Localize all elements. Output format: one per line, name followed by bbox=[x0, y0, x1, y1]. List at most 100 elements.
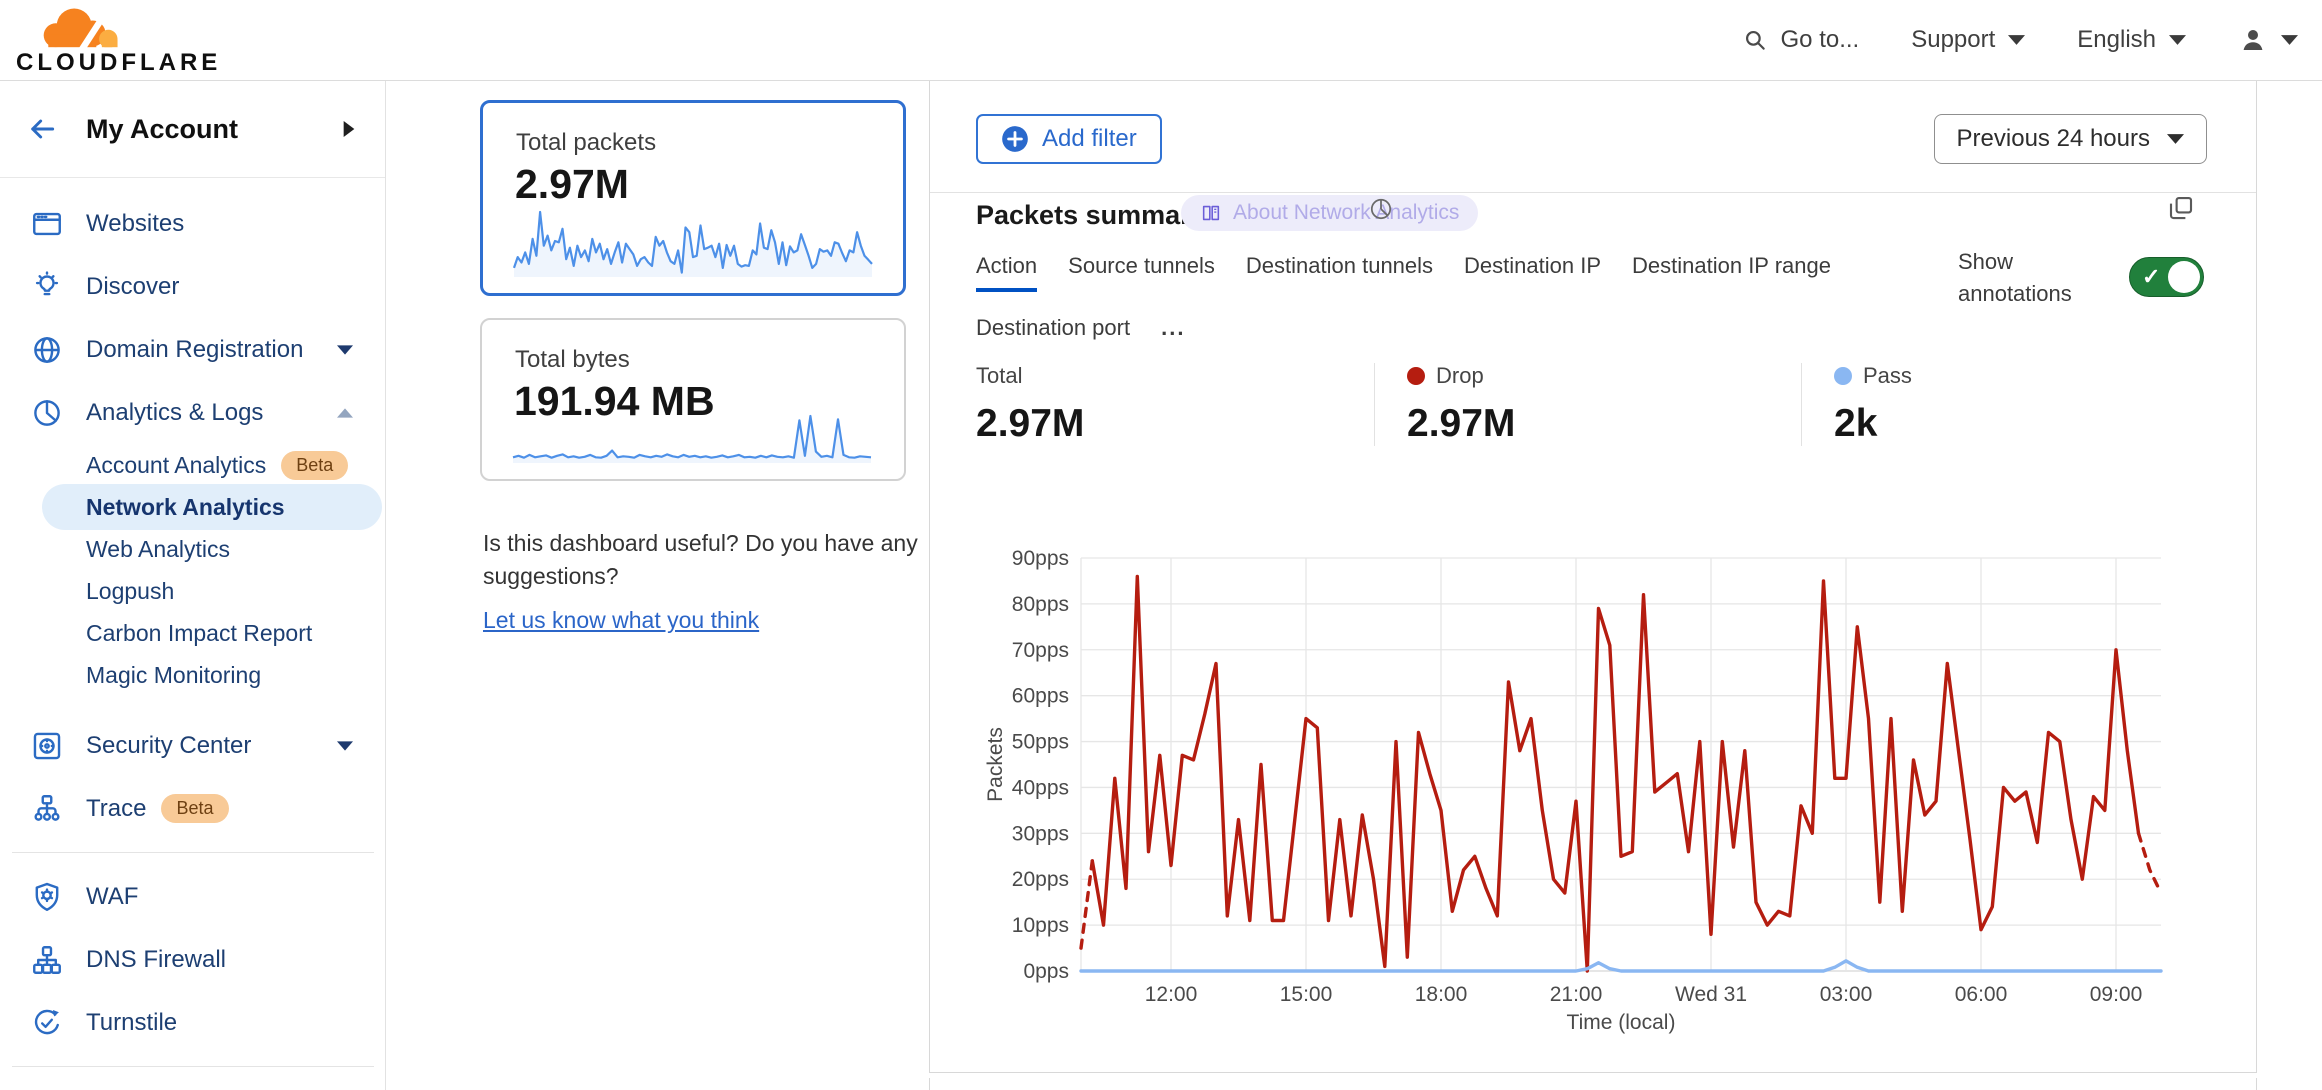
tab-destination-ip-range[interactable]: Destination IP range bbox=[1632, 253, 1831, 278]
summary-tabs: Action Source tunnels Destination tunnels D… bbox=[976, 253, 1931, 354]
chevron-down-icon bbox=[337, 344, 353, 355]
sidebar-item-label: Logpush bbox=[86, 577, 175, 604]
support-menu[interactable]: Support bbox=[1911, 26, 2026, 54]
svg-text:06:00: 06:00 bbox=[1955, 983, 2008, 1006]
svg-text:03:00: 03:00 bbox=[1820, 983, 1873, 1006]
stats-row: Total 2.97M Drop 2.97M Pass 2k bbox=[976, 363, 2131, 446]
goto-search[interactable]: Go to... bbox=[1742, 26, 1859, 54]
svg-text:Packets: Packets bbox=[986, 727, 1007, 802]
dns-tree-icon bbox=[30, 943, 64, 977]
series-pass bbox=[1079, 959, 2163, 973]
stat-label: Pass bbox=[1863, 363, 1912, 388]
svg-text:50pps: 50pps bbox=[1012, 731, 1069, 754]
sidebar-item-network-analytics[interactable]: Network Analytics bbox=[42, 484, 382, 530]
next-panel-stub bbox=[929, 1078, 2257, 1090]
sidebar: My Account Websites Discover Domain Regist… bbox=[0, 81, 386, 1090]
feedback-question-line2: suggestions? bbox=[483, 563, 619, 589]
series-drop bbox=[2136, 831, 2163, 895]
sidebar-item-discover[interactable]: Discover bbox=[0, 255, 385, 318]
sidebar-nav: Websites Discover Domain Registration Analy… bbox=[0, 178, 385, 1090]
sidebar-item-item[interactable] bbox=[0, 1079, 385, 1090]
time-range-dropdown[interactable]: Previous 24 hours bbox=[1933, 114, 2207, 164]
add-filter-button[interactable]: Add filter bbox=[976, 114, 1162, 164]
legend-dot bbox=[1834, 367, 1852, 385]
tab-destination-port[interactable]: Destination port bbox=[976, 315, 1131, 340]
svg-text:15:00: 15:00 bbox=[1280, 983, 1333, 1006]
stat-total: Total 2.97M bbox=[976, 363, 1374, 446]
feedback-link[interactable]: Let us know what you think bbox=[483, 607, 760, 633]
total-packets-card[interactable]: Total packets 2.97M bbox=[480, 100, 906, 296]
beta-badge: Beta bbox=[161, 794, 229, 823]
cloudflare-logo[interactable]: CLOUDFLARE bbox=[16, 3, 222, 77]
total-bytes-card[interactable]: Total bytes 191.94 MB bbox=[480, 318, 906, 481]
sidebar-item-carbon-impact-report[interactable]: Carbon Impact Report bbox=[0, 612, 385, 654]
series-drop bbox=[1090, 574, 2141, 973]
sidebar-item-security-center[interactable]: Security Center bbox=[0, 714, 385, 777]
sidebar-item-web-analytics[interactable]: Web Analytics bbox=[0, 528, 385, 570]
header-actions: Go to... Support English bbox=[1742, 0, 2298, 80]
sidebar-item-account-analytics[interactable]: Account Analytics Beta bbox=[0, 444, 385, 486]
sidebar-item-label: WAF bbox=[86, 882, 139, 910]
search-icon bbox=[1745, 31, 1765, 50]
sidebar-item-logpush[interactable]: Logpush bbox=[0, 570, 385, 612]
sitemap-icon bbox=[30, 792, 64, 826]
check-icon: ✓ bbox=[2142, 264, 2161, 289]
svg-text:20pps: 20pps bbox=[1012, 868, 1069, 891]
tab-destination-tunnels[interactable]: Destination tunnels bbox=[1245, 253, 1434, 278]
cloudflare-logo-text: CLOUDFLARE bbox=[16, 49, 222, 76]
sidebar-item-analytics-logs[interactable]: Analytics & Logs bbox=[0, 381, 385, 444]
sidebar-item-label: Account Analytics bbox=[86, 451, 267, 478]
svg-text:90pps: 90pps bbox=[1012, 547, 1069, 570]
sidebar-item-dns-firewall[interactable]: DNS Firewall bbox=[0, 928, 385, 991]
lightbulb-icon bbox=[30, 270, 64, 304]
svg-text:09:00: 09:00 bbox=[2090, 983, 2143, 1006]
beta-badge: Beta bbox=[281, 450, 349, 480]
sidebar-item-waf[interactable]: WAF bbox=[0, 865, 385, 928]
chevron-down-icon bbox=[2167, 134, 2184, 144]
chevron-down-icon bbox=[2281, 35, 2298, 45]
pie-chart-icon[interactable] bbox=[1368, 196, 1394, 222]
chevron-down-icon bbox=[337, 740, 353, 751]
sidebar-item-label: Carbon Impact Report bbox=[86, 619, 313, 646]
sidebar-item-label: Magic Monitoring bbox=[86, 661, 262, 688]
back-arrow-icon[interactable] bbox=[26, 113, 58, 145]
stat-value: 2.97M bbox=[976, 402, 1085, 445]
expand-icon[interactable] bbox=[2166, 193, 2196, 223]
pie-chart-icon bbox=[30, 396, 64, 430]
stat-label: Total bbox=[976, 363, 1023, 388]
sidebar-item-label: Web Analytics bbox=[86, 535, 231, 562]
tab-action[interactable]: Action bbox=[976, 253, 1038, 292]
language-menu[interactable]: English bbox=[2077, 26, 2186, 54]
account-title: My Account bbox=[86, 113, 239, 144]
sidebar-item-magic-monitoring[interactable]: Magic Monitoring bbox=[0, 654, 385, 696]
show-annotations-toggle[interactable]: ✓ bbox=[2129, 257, 2204, 297]
cloudflare-cloud-icon bbox=[20, 8, 132, 51]
language-label: English bbox=[2077, 26, 2156, 53]
sidebar-item-trace[interactable]: Trace Beta bbox=[0, 777, 385, 840]
sidebar-item-turnstile[interactable]: Turnstile bbox=[0, 991, 385, 1054]
sidebar-item-label: Security Center bbox=[86, 731, 252, 759]
sidebar-item-domain-registration[interactable]: Domain Registration bbox=[0, 318, 385, 381]
top-header: CLOUDFLARE Go to... Support English bbox=[0, 0, 2322, 81]
sidebar-item-label: Websites bbox=[86, 209, 185, 237]
packets-chart-svg: 0pps 10pps 20pps 30pps 40pps 50pps 60pps 70pps 8… bbox=[986, 547, 2163, 1034]
tab-destination-ip[interactable]: Destination IP bbox=[1464, 253, 1602, 278]
plus-circle-icon bbox=[1002, 126, 1028, 152]
show-annotations-label: Show annotations bbox=[1958, 249, 2072, 306]
stat-value: 2k bbox=[1834, 402, 1878, 445]
stat-pass: Pass 2k bbox=[1801, 363, 2131, 446]
svg-text:0pps: 0pps bbox=[1023, 960, 1069, 983]
vault-icon bbox=[30, 729, 64, 763]
svg-text:10pps: 10pps bbox=[1012, 914, 1069, 937]
svg-text:40pps: 40pps bbox=[1012, 776, 1069, 799]
chevron-up-icon bbox=[337, 407, 353, 418]
tab-source-tunnels[interactable]: Source tunnels bbox=[1068, 253, 1215, 278]
user-menu[interactable] bbox=[2238, 25, 2298, 55]
time-range-label: Previous 24 hours bbox=[1956, 125, 2150, 152]
about-network-analytics-badge[interactable]: About Network Analytics bbox=[1181, 195, 1479, 231]
chevron-right-icon[interactable] bbox=[343, 121, 355, 137]
total-bytes-label: Total bytes bbox=[515, 346, 630, 373]
sidebar-item-websites[interactable]: Websites bbox=[0, 192, 385, 255]
tab-more[interactable]: ... bbox=[1161, 315, 1186, 340]
